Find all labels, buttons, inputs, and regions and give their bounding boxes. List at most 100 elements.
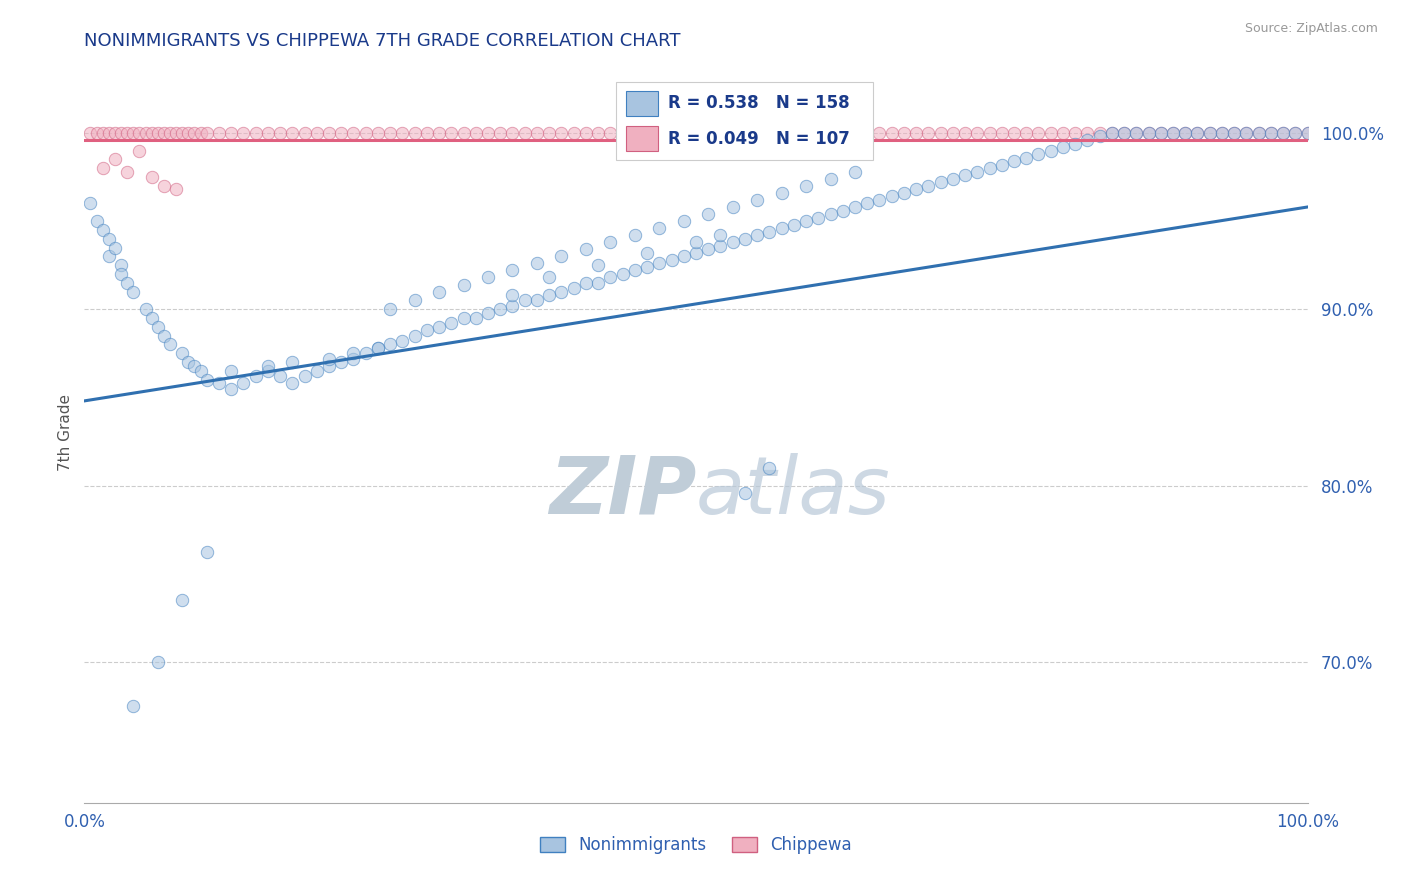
Point bbox=[115, 126, 138, 140]
Point bbox=[869, 126, 891, 140]
Point bbox=[929, 175, 952, 189]
Point bbox=[1015, 151, 1038, 165]
Point bbox=[477, 270, 499, 285]
Point bbox=[269, 126, 291, 140]
Point bbox=[177, 126, 200, 140]
Point bbox=[367, 341, 389, 355]
Point bbox=[586, 258, 609, 272]
Point bbox=[427, 285, 450, 299]
Point bbox=[648, 221, 671, 235]
Point bbox=[172, 346, 194, 360]
Point bbox=[165, 182, 187, 196]
Point bbox=[905, 126, 928, 140]
Point bbox=[104, 126, 127, 140]
Point bbox=[929, 126, 952, 140]
Point bbox=[758, 225, 780, 239]
Point bbox=[661, 126, 683, 140]
Point bbox=[294, 369, 316, 384]
Point bbox=[342, 346, 364, 360]
Point bbox=[440, 316, 463, 330]
Point bbox=[453, 277, 475, 292]
Point bbox=[1211, 126, 1233, 140]
Point bbox=[269, 369, 291, 384]
Point bbox=[165, 126, 187, 140]
Point bbox=[1223, 126, 1246, 140]
Point bbox=[991, 126, 1014, 140]
Point bbox=[141, 169, 163, 184]
Point bbox=[1247, 126, 1270, 140]
Point bbox=[281, 126, 304, 140]
Point bbox=[820, 207, 842, 221]
Point bbox=[820, 171, 842, 186]
Point bbox=[747, 228, 769, 243]
Text: atlas: atlas bbox=[696, 453, 891, 531]
Point bbox=[318, 126, 340, 140]
Text: Source: ZipAtlas.com: Source: ZipAtlas.com bbox=[1244, 22, 1378, 36]
Point bbox=[128, 144, 150, 158]
Point bbox=[159, 126, 181, 140]
Point bbox=[1076, 126, 1098, 140]
Point bbox=[79, 126, 101, 140]
Point bbox=[195, 373, 218, 387]
Point bbox=[1114, 126, 1136, 140]
Point bbox=[1284, 126, 1306, 140]
Point bbox=[734, 485, 756, 500]
Point bbox=[342, 351, 364, 366]
Point bbox=[599, 270, 621, 285]
Point bbox=[115, 276, 138, 290]
Point bbox=[330, 126, 353, 140]
Point bbox=[636, 245, 658, 260]
Point bbox=[245, 126, 267, 140]
Point bbox=[562, 281, 585, 295]
Text: R = 0.049   N = 107: R = 0.049 N = 107 bbox=[668, 129, 849, 148]
Point bbox=[807, 211, 830, 225]
Point bbox=[380, 126, 402, 140]
Point bbox=[86, 214, 108, 228]
Text: NONIMMIGRANTS VS CHIPPEWA 7TH GRADE CORRELATION CHART: NONIMMIGRANTS VS CHIPPEWA 7TH GRADE CORR… bbox=[84, 32, 681, 50]
Point bbox=[391, 126, 413, 140]
Point bbox=[1064, 136, 1087, 151]
Point bbox=[354, 126, 377, 140]
Point bbox=[1161, 126, 1184, 140]
FancyBboxPatch shape bbox=[616, 82, 873, 161]
Point bbox=[905, 182, 928, 196]
Point bbox=[550, 126, 572, 140]
Point bbox=[709, 126, 731, 140]
Point bbox=[844, 165, 866, 179]
Point bbox=[190, 126, 212, 140]
Point bbox=[416, 126, 439, 140]
Point bbox=[97, 249, 120, 263]
Point bbox=[697, 207, 720, 221]
Point bbox=[1088, 126, 1111, 140]
Point bbox=[1161, 126, 1184, 140]
Point bbox=[1101, 126, 1123, 140]
Point bbox=[942, 171, 965, 186]
Point bbox=[391, 334, 413, 348]
Point bbox=[330, 355, 353, 369]
Point bbox=[721, 126, 744, 140]
Point bbox=[709, 228, 731, 243]
Point bbox=[979, 126, 1001, 140]
Point bbox=[770, 126, 793, 140]
Point bbox=[427, 126, 450, 140]
Point bbox=[1272, 126, 1295, 140]
Point bbox=[440, 126, 463, 140]
Point bbox=[966, 165, 988, 179]
Point bbox=[599, 126, 621, 140]
Point bbox=[1187, 126, 1209, 140]
Point bbox=[1088, 129, 1111, 144]
Point bbox=[1028, 147, 1050, 161]
Point bbox=[342, 126, 364, 140]
Point bbox=[122, 698, 145, 713]
Point bbox=[526, 256, 548, 270]
Point bbox=[661, 252, 683, 267]
Point bbox=[1198, 126, 1220, 140]
Point bbox=[172, 593, 194, 607]
Point bbox=[1150, 126, 1173, 140]
Point bbox=[1284, 126, 1306, 140]
Point bbox=[404, 293, 426, 308]
Point bbox=[880, 189, 903, 203]
Point bbox=[464, 311, 486, 326]
Point bbox=[141, 311, 163, 326]
Point bbox=[453, 126, 475, 140]
